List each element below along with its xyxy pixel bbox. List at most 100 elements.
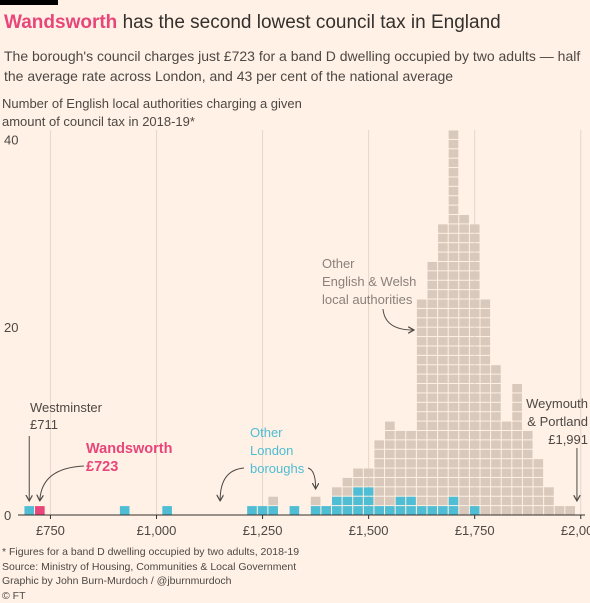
footnote: * Figures for a band D dwelling occupied… — [2, 545, 299, 560]
london-borough-square — [406, 506, 416, 514]
x-tick-label: £1,000 — [137, 523, 177, 538]
other-authority-square — [523, 506, 533, 514]
other-authority-square — [459, 375, 469, 383]
other-authority-square — [481, 412, 491, 420]
other-authority-square — [491, 412, 501, 420]
london-label-line: boroughs — [250, 461, 305, 476]
other-authority-square — [512, 478, 522, 486]
other-authority-square — [449, 234, 459, 242]
other-authority-square — [459, 384, 469, 392]
other-authority-square — [385, 431, 395, 439]
other-authority-square — [470, 422, 480, 430]
other-authority-square — [438, 422, 448, 430]
other-authority-square — [523, 450, 533, 458]
other-authority-square — [396, 431, 406, 439]
other-authority-square — [427, 365, 437, 373]
other-authority-square — [534, 469, 544, 477]
london-borough-square — [417, 506, 427, 514]
other-authority-square — [417, 459, 427, 467]
other-authority-square — [449, 215, 459, 223]
other-authority-square — [427, 300, 437, 308]
london-arrow-right — [308, 468, 316, 488]
other-authority-square — [459, 487, 469, 495]
other-authority-square — [481, 393, 491, 401]
other-authority-square — [470, 478, 480, 486]
other-authority-square — [491, 506, 501, 514]
other-authority-square — [481, 356, 491, 364]
other-authority-square — [449, 431, 459, 439]
other-authority-square — [459, 243, 469, 251]
other-authority-square — [459, 253, 469, 261]
copyright-line: © FT — [2, 589, 299, 603]
other-authority-square — [417, 422, 427, 430]
other-authority-square — [470, 290, 480, 298]
other-authority-square — [427, 281, 437, 289]
other-authority-square — [449, 393, 459, 401]
other-authority-square — [470, 393, 480, 401]
other-authority-square — [502, 440, 512, 448]
other-authority-square — [427, 271, 437, 279]
other-authority-square — [438, 365, 448, 373]
other-authority-square — [385, 450, 395, 458]
other-authority-square — [427, 422, 437, 430]
other-authority-square — [406, 487, 416, 495]
other-authority-square — [364, 478, 374, 486]
london-borough-square — [353, 497, 363, 505]
other-authority-square — [449, 375, 459, 383]
other-authority-square — [427, 290, 437, 298]
other-authority-square — [396, 450, 406, 458]
other-authority-square — [427, 403, 437, 411]
other-authority-square — [481, 459, 491, 467]
other-authority-square — [385, 440, 395, 448]
other-authority-square — [417, 412, 427, 420]
other-authority-square — [417, 469, 427, 477]
london-borough-square — [24, 506, 34, 514]
other-authority-square — [417, 431, 427, 439]
other-authority-square — [459, 346, 469, 354]
other-authority-square — [427, 318, 437, 326]
other-authority-square — [470, 365, 480, 373]
other-authority-square — [459, 412, 469, 420]
london-borough-square — [247, 506, 257, 514]
other-authority-square — [449, 469, 459, 477]
other-authority-square — [459, 459, 469, 467]
other-authority-square — [406, 478, 416, 486]
other-authority-square — [438, 281, 448, 289]
other-authority-square — [396, 478, 406, 486]
westminster-label: Westminster — [30, 400, 103, 415]
other-authority-square — [427, 497, 437, 505]
london-borough-square — [449, 506, 459, 514]
x-tick-label: £1,500 — [349, 523, 389, 538]
other-authority-square — [374, 459, 384, 467]
other-authority-square — [417, 318, 427, 326]
other-authority-square — [406, 459, 416, 467]
other-authority-square — [491, 459, 501, 467]
other-authority-square — [534, 487, 544, 495]
other-authority-square — [470, 403, 480, 411]
other-authority-square — [544, 497, 554, 505]
other-authority-square — [544, 506, 554, 514]
other-authority-square — [438, 450, 448, 458]
other-authority-square — [438, 384, 448, 392]
london-borough-square — [343, 497, 353, 505]
other-arrow — [383, 309, 413, 330]
other-authority-square — [438, 431, 448, 439]
other-authority-square — [417, 328, 427, 336]
other-authority-square — [427, 375, 437, 383]
other-authority-square — [512, 440, 522, 448]
other-authority-square — [481, 469, 491, 477]
other-authority-square — [512, 384, 522, 392]
other-authority-square — [481, 478, 491, 486]
other-authority-square — [470, 469, 480, 477]
other-authority-square — [459, 365, 469, 373]
other-authority-square — [449, 243, 459, 251]
other-authority-square — [481, 346, 491, 354]
other-authority-square — [449, 318, 459, 326]
other-authority-square — [459, 337, 469, 345]
other-authority-square — [481, 506, 491, 514]
other-authority-square — [449, 450, 459, 458]
other-authority-square — [459, 478, 469, 486]
credit-line: Graphic by John Burn-Murdoch / @jburnmur… — [2, 574, 299, 589]
other-authority-square — [459, 271, 469, 279]
other-authority-square — [459, 469, 469, 477]
